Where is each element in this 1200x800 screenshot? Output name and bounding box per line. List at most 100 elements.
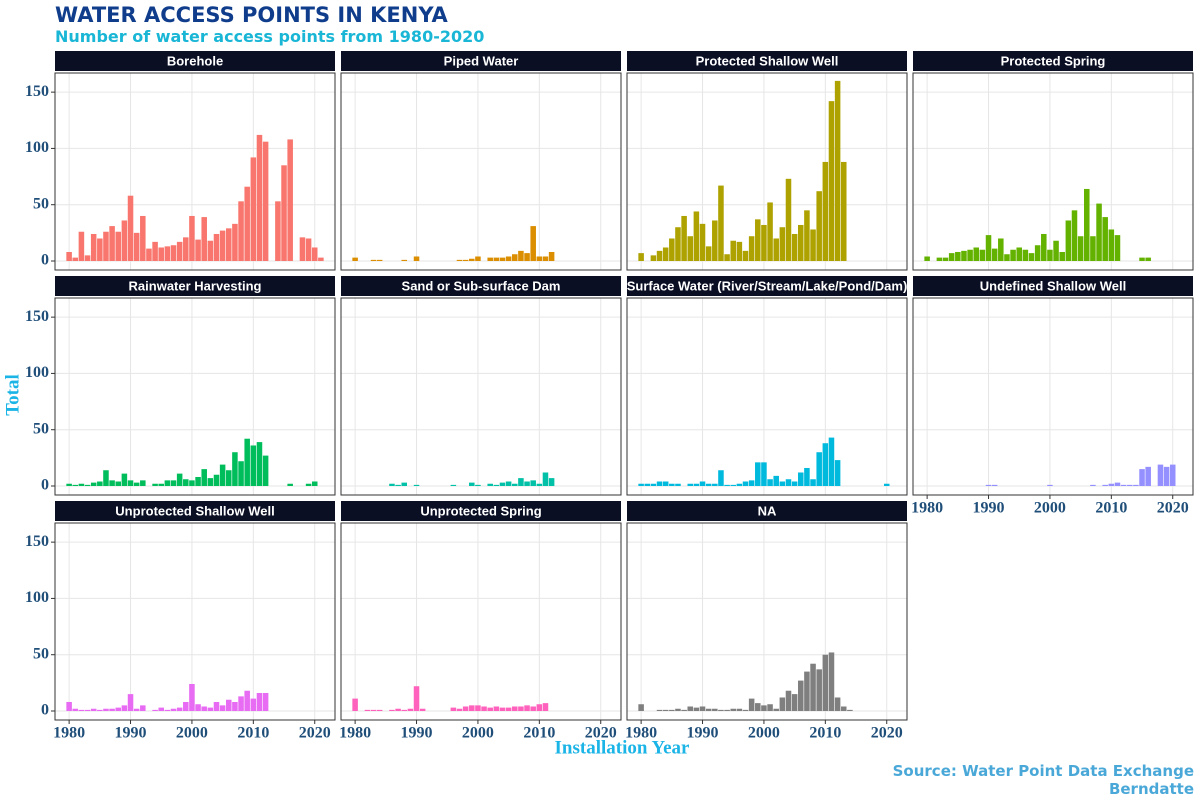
bar	[1077, 236, 1084, 261]
x-tick-label: 2010	[237, 725, 269, 742]
bar	[189, 683, 195, 711]
bar	[140, 705, 146, 711]
bar	[773, 475, 779, 486]
bar	[755, 703, 761, 711]
bar	[311, 247, 318, 261]
y-tick-label: 50	[33, 645, 49, 662]
bar	[718, 185, 724, 261]
bar	[84, 709, 91, 711]
bar	[201, 469, 207, 486]
bar	[66, 251, 72, 261]
bar	[804, 671, 810, 711]
bar	[97, 238, 103, 261]
panel-border	[340, 72, 622, 271]
bar	[244, 690, 250, 711]
bar	[755, 462, 761, 486]
bar	[413, 256, 420, 261]
x-tick-label: 1980	[339, 725, 371, 742]
bar	[413, 686, 420, 711]
bar	[779, 481, 786, 486]
bar	[656, 250, 663, 261]
bar	[401, 482, 408, 486]
bar	[90, 233, 97, 261]
strip-label: Piped Water	[444, 53, 519, 68]
bar	[493, 706, 500, 711]
bar	[207, 478, 214, 486]
x-tick-label: 1980	[53, 725, 85, 742]
bar	[724, 484, 730, 486]
bar	[152, 709, 158, 711]
strip	[55, 501, 335, 521]
bar	[170, 708, 177, 711]
bar	[78, 709, 85, 711]
panel-border	[626, 522, 908, 721]
bar	[669, 238, 675, 261]
bar	[512, 254, 518, 261]
bar	[152, 483, 158, 486]
bar	[779, 227, 786, 261]
panel	[627, 298, 907, 495]
bar	[250, 698, 257, 711]
bar	[164, 709, 171, 711]
bar	[1010, 249, 1016, 261]
bar	[90, 482, 97, 486]
y-tick-label: 50	[33, 195, 49, 212]
bar	[693, 211, 700, 261]
bar	[748, 480, 755, 486]
bar	[936, 257, 943, 261]
bar	[699, 706, 706, 711]
y-tick-label: 150	[25, 83, 49, 100]
bar	[542, 703, 549, 711]
strip-label: Protected Spring	[1001, 53, 1106, 68]
bar	[773, 238, 779, 261]
panel-border	[912, 72, 1194, 271]
bar	[364, 709, 371, 711]
bar	[226, 470, 232, 486]
bar	[1047, 484, 1053, 486]
bar	[389, 709, 395, 711]
bar	[1047, 249, 1053, 261]
bar	[675, 227, 681, 261]
bar	[1028, 253, 1035, 261]
y-tick-label: 0	[41, 477, 49, 494]
bar	[991, 484, 998, 486]
bar	[548, 478, 555, 486]
bar	[109, 226, 115, 261]
bar	[183, 237, 189, 261]
bar	[681, 215, 687, 261]
bar	[140, 215, 146, 261]
bar	[238, 696, 244, 711]
bar	[662, 247, 669, 261]
panel-border	[912, 297, 1194, 496]
strip	[627, 501, 907, 521]
chart-title: WATER ACCESS POINTS IN KENYA	[55, 3, 449, 27]
bar	[499, 482, 506, 486]
bar	[401, 709, 408, 711]
bar	[798, 472, 804, 486]
strip	[913, 51, 1193, 71]
bar	[785, 178, 792, 261]
y-tick-label: 0	[41, 702, 49, 719]
bar	[213, 233, 220, 261]
bar	[1169, 464, 1176, 486]
bar	[475, 484, 481, 486]
bar	[1120, 484, 1127, 486]
bar	[736, 241, 743, 261]
bar	[164, 480, 171, 486]
bar	[207, 240, 214, 261]
bar	[1108, 229, 1115, 261]
bar	[828, 437, 835, 486]
bar	[687, 706, 694, 711]
x-tick-label: 1980	[911, 500, 943, 517]
bar	[226, 228, 232, 261]
bar	[767, 704, 773, 711]
bar	[718, 709, 724, 711]
bar	[305, 238, 312, 261]
bar	[469, 482, 475, 486]
bar	[687, 483, 694, 486]
bar	[810, 479, 816, 486]
bar	[1114, 235, 1121, 261]
bar	[840, 161, 847, 261]
bar	[133, 708, 140, 711]
x-tick-label: 1980	[625, 725, 657, 742]
